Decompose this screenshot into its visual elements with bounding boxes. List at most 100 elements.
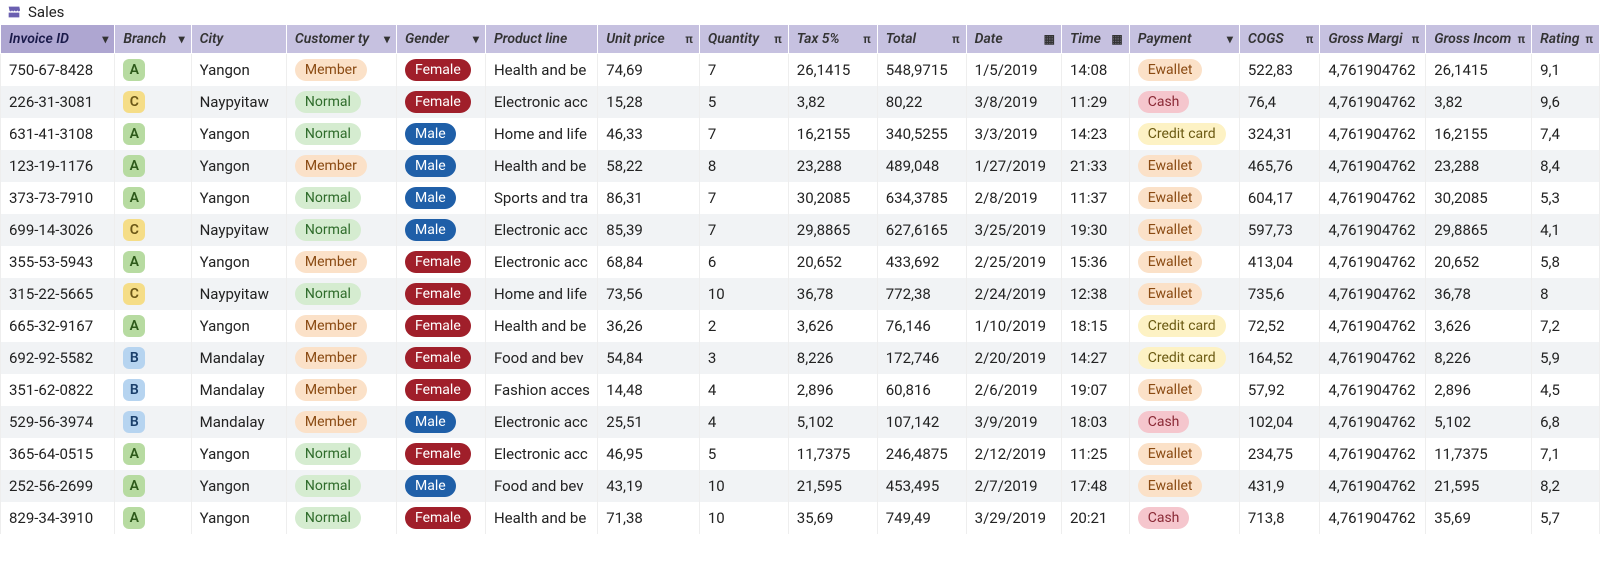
cell-unit_price[interactable]: 68,84 — [598, 246, 700, 278]
cell-time[interactable]: 11:37 — [1061, 182, 1129, 214]
table-row[interactable]: 365-64-0515AYangonNormalFemaleElectronic… — [1, 438, 1600, 470]
cell-city[interactable]: Yangon — [191, 182, 286, 214]
cell-gm_pct[interactable]: 4,761904762 — [1320, 118, 1426, 150]
cell-time[interactable]: 18:03 — [1061, 406, 1129, 438]
cell-date[interactable]: 3/3/2019 — [966, 118, 1061, 150]
cell-rating[interactable]: 5,3 — [1532, 182, 1600, 214]
cell-product[interactable]: Food and bev — [485, 342, 597, 374]
cell-date[interactable]: 3/25/2019 — [966, 214, 1061, 246]
cell-invoice_id[interactable]: 829-34-3910 — [1, 502, 115, 534]
cell-gm_pct[interactable]: 4,761904762 — [1320, 86, 1426, 118]
cell-gi[interactable]: 30,2085 — [1426, 182, 1532, 214]
cell-time[interactable]: 20:21 — [1061, 502, 1129, 534]
cell-branch[interactable]: A — [115, 118, 191, 150]
cell-rating[interactable]: 5,8 — [1532, 246, 1600, 278]
cell-city[interactable]: Naypyitaw — [191, 86, 286, 118]
cell-cust_type[interactable]: Normal — [286, 438, 396, 470]
cell-quantity[interactable]: 10 — [699, 502, 788, 534]
cell-tax[interactable]: 3,82 — [788, 86, 877, 118]
cell-date[interactable]: 1/5/2019 — [966, 54, 1061, 87]
cell-unit_price[interactable]: 46,95 — [598, 438, 700, 470]
cell-date[interactable]: 2/6/2019 — [966, 374, 1061, 406]
cell-total[interactable]: 772,38 — [877, 278, 966, 310]
cell-gender[interactable]: Male — [397, 470, 486, 502]
cell-city[interactable]: Yangon — [191, 470, 286, 502]
cell-time[interactable]: 17:48 — [1061, 470, 1129, 502]
cell-city[interactable]: Mandalay — [191, 374, 286, 406]
cell-date[interactable]: 3/29/2019 — [966, 502, 1061, 534]
cell-unit_price[interactable]: 86,31 — [598, 182, 700, 214]
cell-city[interactable]: Yangon — [191, 438, 286, 470]
cell-quantity[interactable]: 5 — [699, 438, 788, 470]
cell-quantity[interactable]: 10 — [699, 278, 788, 310]
cell-quantity[interactable]: 4 — [699, 406, 788, 438]
cell-branch[interactable]: A — [115, 246, 191, 278]
cell-time[interactable]: 21:33 — [1061, 150, 1129, 182]
cell-gm_pct[interactable]: 4,761904762 — [1320, 438, 1426, 470]
cell-unit_price[interactable]: 54,84 — [598, 342, 700, 374]
cell-payment[interactable]: Ewallet — [1129, 438, 1239, 470]
cell-unit_price[interactable]: 43,19 — [598, 470, 700, 502]
cell-total[interactable]: 627,6165 — [877, 214, 966, 246]
cell-product[interactable]: Fashion acces — [485, 374, 597, 406]
cell-gi[interactable]: 23,288 — [1426, 150, 1532, 182]
column-header-total[interactable]: Totalπ — [877, 25, 966, 54]
cell-payment[interactable]: Credit card — [1129, 310, 1239, 342]
column-header-cust_type[interactable]: Customer ty▾ — [286, 25, 396, 54]
cell-gi[interactable]: 16,2155 — [1426, 118, 1532, 150]
cell-cogs[interactable]: 431,9 — [1239, 470, 1319, 502]
cell-gender[interactable]: Female — [397, 54, 486, 87]
cell-cogs[interactable]: 713,8 — [1239, 502, 1319, 534]
cell-rating[interactable]: 7,2 — [1532, 310, 1600, 342]
cell-product[interactable]: Health and be — [485, 310, 597, 342]
cell-gm_pct[interactable]: 4,761904762 — [1320, 342, 1426, 374]
cell-quantity[interactable]: 7 — [699, 54, 788, 87]
cell-payment[interactable]: Credit card — [1129, 342, 1239, 374]
cell-invoice_id[interactable]: 750-67-8428 — [1, 54, 115, 87]
cell-quantity[interactable]: 4 — [699, 374, 788, 406]
cell-gender[interactable]: Female — [397, 86, 486, 118]
cell-rating[interactable]: 7,1 — [1532, 438, 1600, 470]
cell-city[interactable]: Mandalay — [191, 342, 286, 374]
cell-payment[interactable]: Credit card — [1129, 118, 1239, 150]
cell-invoice_id[interactable]: 529-56-3974 — [1, 406, 115, 438]
cell-city[interactable]: Naypyitaw — [191, 214, 286, 246]
cell-time[interactable]: 14:08 — [1061, 54, 1129, 87]
cell-cogs[interactable]: 102,04 — [1239, 406, 1319, 438]
cell-branch[interactable]: B — [115, 374, 191, 406]
cell-gi[interactable]: 20,652 — [1426, 246, 1532, 278]
cell-gi[interactable]: 2,896 — [1426, 374, 1532, 406]
cell-unit_price[interactable]: 25,51 — [598, 406, 700, 438]
cell-total[interactable]: 80,22 — [877, 86, 966, 118]
cell-date[interactable]: 2/20/2019 — [966, 342, 1061, 374]
cell-unit_price[interactable]: 85,39 — [598, 214, 700, 246]
cell-cust_type[interactable]: Normal — [286, 470, 396, 502]
column-header-invoice_id[interactable]: Invoice ID▾ — [1, 25, 115, 54]
cell-quantity[interactable]: 5 — [699, 86, 788, 118]
cell-date[interactable]: 3/8/2019 — [966, 86, 1061, 118]
cell-city[interactable]: Mandalay — [191, 406, 286, 438]
cell-tax[interactable]: 26,1415 — [788, 54, 877, 87]
cell-invoice_id[interactable]: 631-41-3108 — [1, 118, 115, 150]
cell-cust_type[interactable]: Member — [286, 246, 396, 278]
column-header-payment[interactable]: Payment▾ — [1129, 25, 1239, 54]
cell-invoice_id[interactable]: 252-56-2699 — [1, 470, 115, 502]
cell-date[interactable]: 3/9/2019 — [966, 406, 1061, 438]
cell-cogs[interactable]: 522,83 — [1239, 54, 1319, 87]
cell-payment[interactable]: Ewallet — [1129, 278, 1239, 310]
cell-rating[interactable]: 8,4 — [1532, 150, 1600, 182]
cell-branch[interactable]: B — [115, 342, 191, 374]
table-row[interactable]: 351-62-0822BMandalayMemberFemaleFashion … — [1, 374, 1600, 406]
cell-cogs[interactable]: 597,73 — [1239, 214, 1319, 246]
cell-total[interactable]: 340,5255 — [877, 118, 966, 150]
cell-gm_pct[interactable]: 4,761904762 — [1320, 310, 1426, 342]
cell-cust_type[interactable]: Member — [286, 342, 396, 374]
cell-payment[interactable]: Ewallet — [1129, 214, 1239, 246]
cell-payment[interactable]: Ewallet — [1129, 374, 1239, 406]
cell-cogs[interactable]: 164,52 — [1239, 342, 1319, 374]
cell-tax[interactable]: 36,78 — [788, 278, 877, 310]
column-header-gm_pct[interactable]: Gross Margiπ — [1320, 25, 1426, 54]
cell-product[interactable]: Health and be — [485, 54, 597, 87]
cell-tax[interactable]: 2,896 — [788, 374, 877, 406]
cell-cust_type[interactable]: Normal — [286, 182, 396, 214]
